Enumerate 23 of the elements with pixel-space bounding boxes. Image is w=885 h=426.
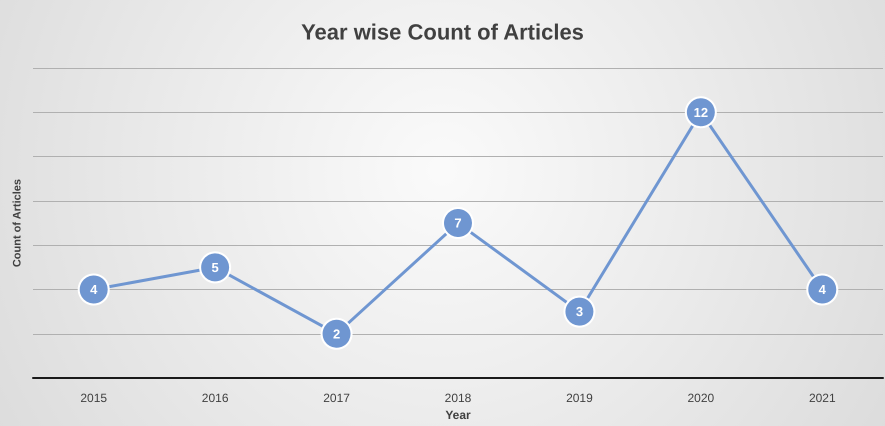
y-axis-title: Count of Articles (12, 178, 24, 268)
point (806, 274, 838, 306)
x-tick-label: 2020 (688, 391, 715, 406)
x-axis-title: Year (445, 408, 472, 422)
point (563, 296, 596, 328)
data-label: 2 (332, 326, 340, 342)
data-label: 4 (90, 282, 98, 297)
data-label: 3 (576, 304, 584, 320)
x-tick-label: 2016 (202, 391, 229, 406)
point (78, 274, 110, 306)
data-label: 12 (694, 104, 708, 120)
x-tick-label: 2018 (444, 391, 472, 406)
x-tick-label: 2019 (566, 391, 594, 406)
data-label: 5 (212, 260, 219, 275)
point (442, 207, 474, 240)
point (320, 318, 353, 350)
data-label: 7 (454, 216, 462, 231)
chart-title: Year wise Count of Articles (301, 20, 584, 44)
point (199, 251, 232, 284)
x-tick-label: 2021 (808, 391, 836, 406)
x-tick-label: 2015 (80, 391, 108, 406)
x-tick-label: 2017 (323, 391, 350, 406)
data-label: 4 (818, 282, 827, 297)
